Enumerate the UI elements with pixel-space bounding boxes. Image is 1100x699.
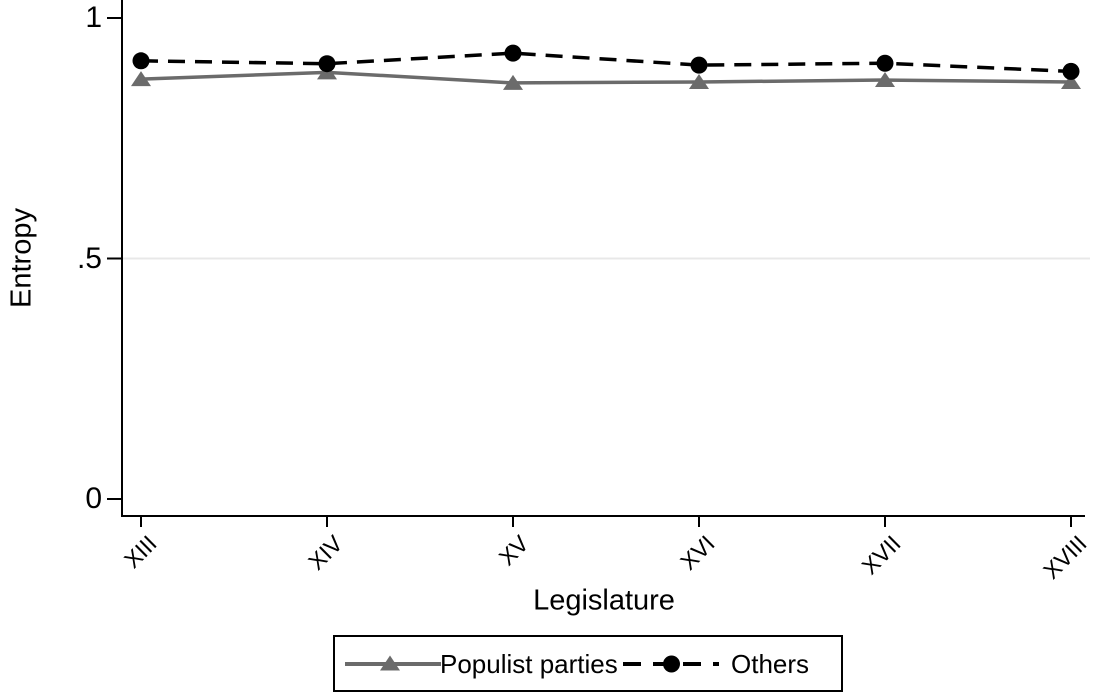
x-axis-title: Legislature — [533, 584, 675, 617]
y-tick-label-0: 0 — [85, 482, 102, 515]
others-circle-marker-icon — [663, 655, 680, 672]
legend: Populist parties Others — [333, 635, 843, 692]
y-tick-label-1: 1 — [85, 1, 102, 34]
populist-triangle-marker-icon — [380, 654, 400, 670]
y-tick-label-05: .5 — [76, 242, 102, 275]
legend-label-populist: Populist parties — [440, 648, 618, 679]
legend-label-others: Others — [731, 648, 810, 679]
plot-area — [107, 0, 1090, 527]
